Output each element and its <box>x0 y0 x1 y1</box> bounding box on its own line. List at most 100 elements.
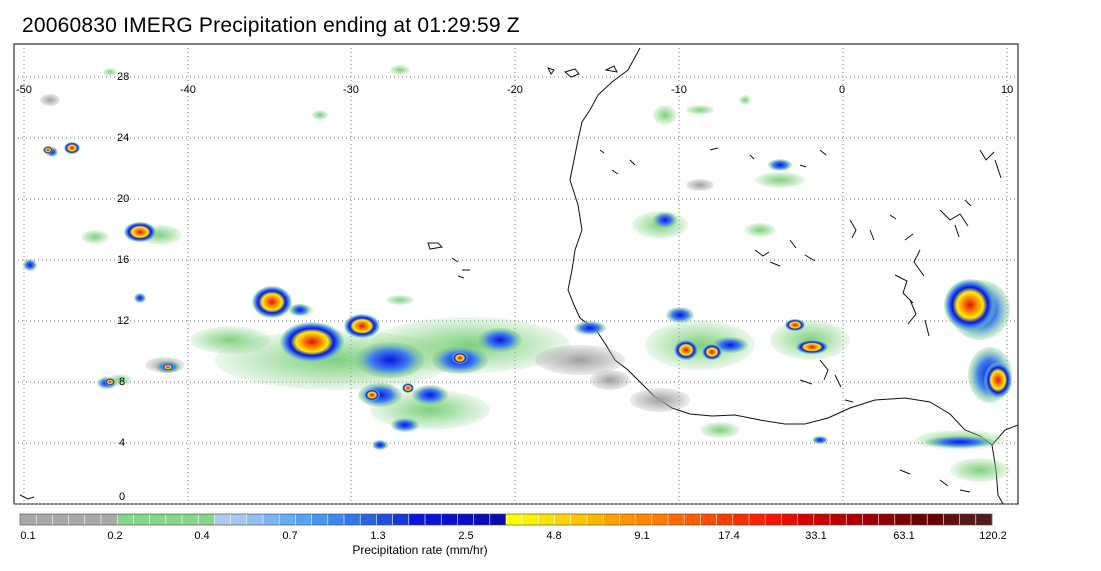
colorbar-tick: 0.4 <box>194 530 210 542</box>
lon-label: 10 <box>1001 84 1013 96</box>
colorbar <box>19 513 993 526</box>
colorbar-swatch <box>198 514 215 525</box>
colorbar-swatch <box>327 514 345 525</box>
colorbar-swatch <box>344 514 361 525</box>
colorbar-swatch <box>20 514 37 525</box>
colorbar-swatch <box>732 514 750 525</box>
colorbar-swatch <box>522 514 539 525</box>
colorbar-swatch <box>376 514 393 525</box>
lat-label: 20 <box>117 193 129 205</box>
lat-label: 0 <box>119 491 125 503</box>
heavy-precipitation <box>43 142 1012 401</box>
colorbar-swatch <box>279 514 296 525</box>
colorbar-tick: 0.1 <box>20 530 36 542</box>
colorbar-swatch <box>538 514 555 525</box>
colorbar-tick: 0.2 <box>107 530 123 542</box>
colorbar-swatch <box>587 514 604 525</box>
coastline-bend <box>991 444 1004 505</box>
map-frame <box>13 43 1019 505</box>
coastline <box>567 47 1019 446</box>
colorbar-swatch <box>846 514 863 525</box>
colorbar-swatch <box>749 514 766 525</box>
colorbar-swatch <box>457 514 474 525</box>
colorbar-swatch <box>619 514 636 525</box>
latitude-labels: 28 24 20 16 12 8 4 0 <box>117 71 129 503</box>
colorbar-swatch <box>506 514 523 525</box>
colorbar-swatch <box>230 514 248 525</box>
colorbar-swatch <box>489 514 507 525</box>
colorbar-swatch <box>894 514 912 525</box>
colorbar-swatch <box>700 514 717 525</box>
colorbar-swatch <box>781 514 798 525</box>
colorbar-swatch <box>651 514 669 525</box>
colorbar-swatch <box>878 514 896 525</box>
colorbar-tick: 1.3 <box>370 530 386 542</box>
colorbar-swatch <box>36 514 53 525</box>
lat-label: 16 <box>117 254 129 266</box>
colorbar-swatch <box>441 514 458 525</box>
colorbar-swatch <box>862 514 879 525</box>
colorbar-swatch <box>716 514 734 525</box>
colorbar-title: Precipitation rate (mm/hr) <box>352 543 488 557</box>
colorbar-swatch <box>360 514 377 525</box>
colorbar-swatch <box>101 514 118 525</box>
colorbar-swatch <box>975 514 993 525</box>
lat-label: 8 <box>119 376 125 388</box>
colorbar-swatch <box>425 514 442 525</box>
colorbar-border <box>19 513 993 526</box>
colorbar-swatch <box>311 514 329 525</box>
colorbar-swatch <box>570 514 588 525</box>
colorbar-tick: 0.7 <box>282 530 298 542</box>
colorbar-swatch <box>911 514 928 525</box>
colorbar-swatch <box>117 514 134 525</box>
colorbar-swatch <box>765 514 782 525</box>
lon-label: 0 <box>839 84 845 96</box>
colorbar-swatch <box>927 514 944 525</box>
colorbar-swatch <box>165 514 183 525</box>
colorbar-swatch <box>603 514 620 525</box>
colorbar-swatch <box>813 514 831 525</box>
colorbar-swatch <box>473 514 491 525</box>
lat-label: 4 <box>119 437 125 449</box>
colorbar-swatch <box>84 514 102 525</box>
colorbar-swatch <box>943 514 960 525</box>
lon-label: -20 <box>507 84 523 96</box>
colorbar-swatch <box>668 514 685 525</box>
colorbar-swatch <box>246 514 264 525</box>
lon-label: -50 <box>16 84 32 96</box>
colorbar-swatch <box>392 514 410 525</box>
colorbar-tick: 4.8 <box>546 530 562 542</box>
colorbar-swatch <box>295 514 312 525</box>
graticule <box>14 44 1018 505</box>
colorbar-tick: 9.1 <box>634 530 650 542</box>
lat-label: 24 <box>117 132 129 144</box>
colorbar-swatch <box>214 514 231 525</box>
inland-water <box>19 65 1002 500</box>
colorbar-tick: 120.2 <box>979 530 1007 542</box>
colorbar-swatch <box>554 514 572 525</box>
longitude-labels: -50 -40 -30 -20 -10 0 10 <box>16 84 1013 96</box>
lon-label: -40 <box>180 84 196 96</box>
colorbar-swatch <box>68 514 86 525</box>
colorbar-swatch <box>797 514 815 525</box>
colorbar-swatch <box>408 514 426 525</box>
lat-label: 28 <box>117 71 129 83</box>
colorbar-swatch <box>959 514 977 525</box>
lon-label: -30 <box>343 84 359 96</box>
colorbar-swatch <box>133 514 150 525</box>
lat-label: 12 <box>117 315 129 327</box>
colorbar-tick: 2.5 <box>458 530 474 542</box>
map-title: 20060830 IMERG Precipitation ending at 0… <box>22 14 520 37</box>
colorbar-swatch <box>52 514 69 525</box>
colorbar-tick: 17.4 <box>718 530 740 542</box>
colorbar-tick: 33.1 <box>805 530 827 542</box>
colorbar-tick: 63.1 <box>893 530 915 542</box>
lon-label: -10 <box>671 84 687 96</box>
colorbar-swatch <box>182 514 199 525</box>
colorbar-swatch <box>684 514 701 525</box>
colorbar-swatch <box>635 514 653 525</box>
colorbar-swatch <box>830 514 847 525</box>
colorbar-swatch <box>263 514 280 525</box>
colorbar-swatch <box>149 514 167 525</box>
